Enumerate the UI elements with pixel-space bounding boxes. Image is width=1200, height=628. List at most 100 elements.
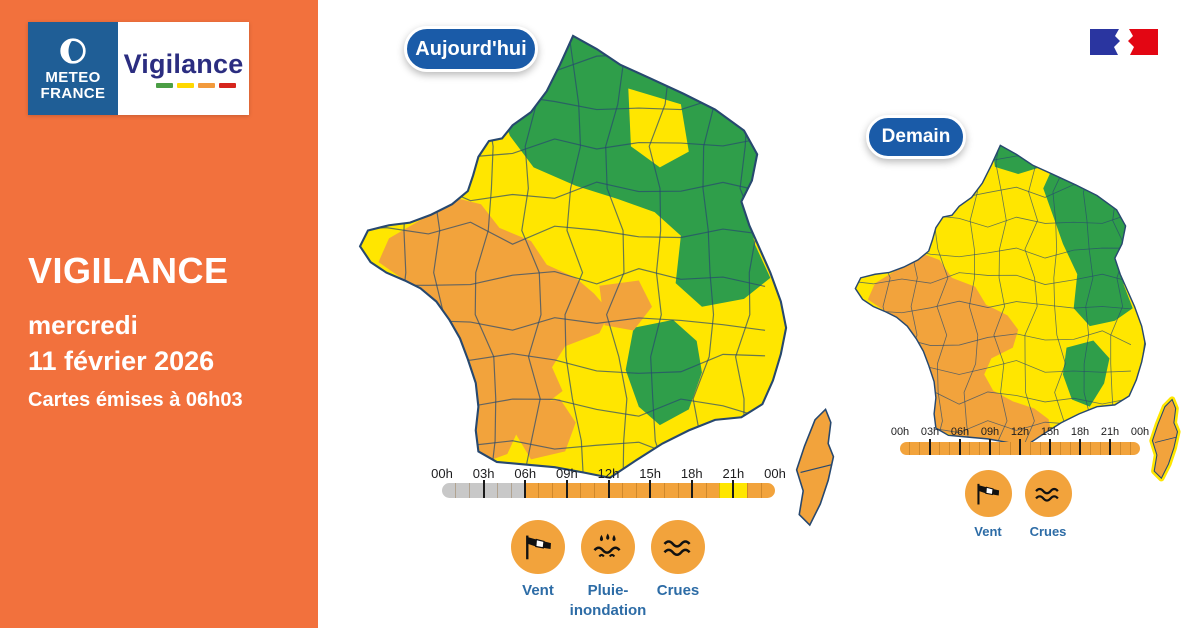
timeline-segment xyxy=(510,483,525,498)
timeline-segment xyxy=(482,483,497,498)
meteo-france-logo: METEO FRANCE xyxy=(28,22,118,115)
france-government-logo xyxy=(1086,26,1162,58)
timeline-tick xyxy=(732,480,735,498)
timeline-tick-label: 00h xyxy=(764,466,786,481)
timeline-tick-label: 18h xyxy=(1070,426,1090,438)
timeline-tick xyxy=(482,480,485,498)
logo-france-text: FRANCE xyxy=(40,85,106,102)
hazard-crues: Crues xyxy=(1018,470,1078,541)
timeline-tick-label: 03h xyxy=(472,466,495,481)
logo-meteo-text: METEO xyxy=(45,68,101,86)
flag-blue-block xyxy=(1090,29,1120,55)
timeline-segment xyxy=(733,483,748,498)
timeline-tick xyxy=(1109,439,1111,455)
orange-dash xyxy=(198,83,215,88)
vigilance-logo: Vigilance xyxy=(118,22,249,115)
timeline-segment xyxy=(1049,442,1060,455)
timeline-tick xyxy=(690,480,693,498)
timeline-segment xyxy=(538,483,553,498)
hazard-label: Crues xyxy=(1029,524,1067,539)
timeline-tomorrow: 00h 03h 06h 09h 12h 15h 18h 21h 00h xyxy=(891,426,1149,464)
timeline-tick xyxy=(649,480,652,498)
hazard-label: Crues xyxy=(656,582,700,599)
hazard-label: Vent xyxy=(522,582,554,599)
timeline-tick xyxy=(524,480,527,498)
timeline-segment xyxy=(566,483,581,498)
timeline-tick xyxy=(1019,439,1021,455)
hazard-circle xyxy=(1024,470,1072,517)
timeline-segment xyxy=(524,483,539,498)
tomorrow-badge[interactable]: Demain xyxy=(866,115,966,159)
vigilance-logo-text: Vigilance xyxy=(123,49,244,79)
map-region-west-band xyxy=(378,198,610,465)
timeline-segment xyxy=(1130,442,1140,455)
timeline-tick-label: 00h xyxy=(431,466,453,481)
sidebar: METEO FRANCE Vigilance VIGILANCE mercred… xyxy=(0,0,318,628)
date-text: 11 février 2026 xyxy=(28,346,215,376)
hazards-today: Vent Pluie- inondation xyxy=(503,520,713,620)
map-region-west-band xyxy=(867,254,1053,447)
timeline-tick xyxy=(929,439,931,455)
timeline-segment xyxy=(1089,442,1100,455)
hazard-pluie-inondation: Pluie- inondation xyxy=(570,520,646,620)
today-badge[interactable]: Aujourd'hui xyxy=(404,26,538,72)
timeline-segment xyxy=(594,483,609,498)
timeline-segment xyxy=(919,442,930,455)
timeline-tick-label: 18h xyxy=(680,466,703,481)
timeline-segment xyxy=(621,483,636,498)
timeline-segment xyxy=(468,483,483,498)
timeline-tick-label: 06h xyxy=(514,466,537,481)
timeline-tick-label: 00h xyxy=(890,426,910,438)
hazard-label: Vent xyxy=(974,524,1002,539)
timeline-segment xyxy=(747,483,762,498)
timeline-segment xyxy=(635,483,650,498)
timeline-tick-label: 12h xyxy=(597,466,620,481)
timeline-tick xyxy=(565,480,568,498)
corsica-department-border xyxy=(800,464,833,474)
timeline-tick xyxy=(989,439,991,455)
timeline-segment xyxy=(552,483,567,498)
timeline-segment xyxy=(1079,442,1090,455)
timeline-tick xyxy=(959,439,961,455)
timeline-segment xyxy=(979,442,990,455)
green-dash xyxy=(156,83,173,88)
france-map-today xyxy=(358,34,835,527)
red-dash xyxy=(219,83,236,88)
corsica-region xyxy=(1151,398,1179,480)
timeline-segment xyxy=(442,483,455,498)
france-map-tomorrow xyxy=(854,144,1181,482)
timeline-segment xyxy=(1039,442,1050,455)
timeline-segment xyxy=(496,483,511,498)
hazard-label: Pluie- xyxy=(587,582,629,599)
windsock-icon xyxy=(977,483,1000,505)
timeline-segment xyxy=(1059,442,1070,455)
today-badge-label: Aujourd'hui xyxy=(415,37,527,60)
timeline-segment xyxy=(454,483,469,498)
map-region-south-center xyxy=(1062,340,1110,407)
corsica-region xyxy=(795,407,835,527)
waves-icon xyxy=(663,540,691,557)
timeline-tick-label: 21h xyxy=(1100,426,1120,438)
timeline-segment xyxy=(719,483,734,498)
france-coastline xyxy=(854,144,1146,447)
timeline-segment xyxy=(939,442,950,455)
timeline-tick-label: 06h xyxy=(950,426,970,438)
timeline-segment xyxy=(1019,442,1030,455)
map-region-northeast xyxy=(1043,168,1133,327)
corsica-department-border xyxy=(1155,436,1177,443)
timeline-bar xyxy=(442,483,775,498)
timeline-segment xyxy=(1109,442,1121,455)
timeline-tick-label: 09h xyxy=(980,426,1000,438)
timeline-tick xyxy=(607,480,610,498)
timeline-segment xyxy=(900,442,910,455)
timeline-tick-label: 15h xyxy=(639,466,661,481)
hazard-vent: Vent xyxy=(503,520,573,620)
timeline-segment xyxy=(1120,442,1131,455)
timeline-segment xyxy=(949,442,960,455)
hazard-circle xyxy=(581,520,635,574)
timeline-segment xyxy=(691,483,706,498)
waves-icon xyxy=(1035,487,1060,502)
hazards-tomorrow: Vent Crues xyxy=(958,470,1078,541)
timeline-segment xyxy=(1009,442,1020,455)
